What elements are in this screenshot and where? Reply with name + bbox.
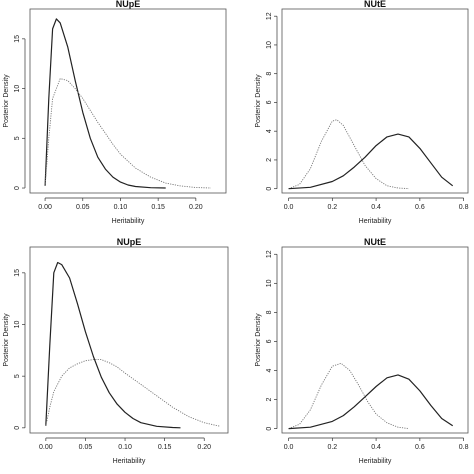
- x-tick-label: 0.05: [79, 444, 93, 451]
- plot-frame: [281, 246, 469, 434]
- x-tick-label: 0.2: [327, 444, 337, 451]
- y-tick-label: 8: [266, 310, 273, 314]
- plot-frame: [29, 246, 229, 434]
- y-tick-label: 0: [14, 186, 21, 190]
- x-tick-label: 0.0: [284, 204, 294, 211]
- x-axis-label: Heritability: [113, 458, 146, 465]
- y-tick-label: 10: [266, 279, 273, 287]
- x-tick-label: 0.05: [76, 204, 90, 211]
- x-tick-label: 0.8: [459, 444, 469, 451]
- y-tick-label: 10: [266, 41, 273, 49]
- x-tick-label: 0.6: [415, 204, 425, 211]
- solid-density-curve: [45, 261, 181, 429]
- y-tick-label: 6: [266, 100, 273, 104]
- dotted-density-curve: [288, 362, 409, 430]
- plot-frame: [29, 8, 227, 194]
- plot-panel-2: NUtE 0.0 0.2 0.4 0.6 0.8 0 2 4 6 8 10 12 Heritability…: [255, 0, 469, 225]
- x-tick-label: 0.6: [415, 444, 425, 451]
- y-tick-label: 12: [266, 250, 273, 258]
- y-tick-label: 0: [266, 427, 273, 431]
- x-axis-label: Heritability: [359, 458, 392, 465]
- y-tick-label: 10: [14, 85, 21, 93]
- y-axis-label: Posterior Density: [3, 74, 10, 128]
- y-tick-label: 5: [14, 374, 21, 378]
- x-tick-label: 0.20: [189, 204, 203, 211]
- y-tick-label: 10: [14, 321, 21, 329]
- dotted-density-curve: [45, 359, 221, 427]
- x-tick-label: 0.8: [459, 204, 469, 211]
- y-tick-label: 12: [266, 12, 273, 20]
- x-axis-label: Heritability: [112, 218, 145, 225]
- y-axis-label: Posterior Density: [255, 74, 262, 128]
- y-tick-label: 15: [14, 35, 21, 43]
- dotted-density-curve: [288, 119, 409, 190]
- x-tick-label: 0.0: [284, 444, 294, 451]
- panel-title: NUtE: [364, 237, 386, 247]
- y-tick-label: 8: [266, 72, 273, 76]
- y-axis-label: Posterior Density: [3, 313, 10, 367]
- plot-panel-1: NUpE 0.00 0.05 0.10 0.15 0.20 0 5 10 15 Heritabili…: [3, 0, 227, 225]
- x-tick-label: 0.2: [327, 204, 337, 211]
- y-tick-label: 0: [14, 426, 21, 430]
- y-axis-label: Posterior Density: [255, 313, 262, 367]
- y-tick-label: 4: [266, 368, 273, 372]
- y-tick-label: 4: [266, 129, 273, 133]
- x-tick-label: 0.4: [371, 204, 381, 211]
- dotted-density-curve: [44, 78, 211, 189]
- y-tick-label: 15: [14, 269, 21, 277]
- x-tick-label: 0.20: [197, 444, 211, 451]
- x-tick-label: 0.4: [371, 444, 381, 451]
- solid-density-curve: [44, 18, 166, 189]
- y-tick-label: 6: [266, 339, 273, 343]
- y-tick-label: 2: [266, 158, 273, 162]
- y-tick-label: 5: [14, 136, 21, 140]
- x-axis-label: Heritability: [359, 218, 392, 225]
- x-tick-label: 0.10: [114, 204, 128, 211]
- plot-panel-3: NUpE 0.00 0.05 0.10 0.15 0.20 0 5 10 15 Heritabili…: [3, 237, 229, 465]
- y-tick-label: 0: [266, 187, 273, 191]
- x-tick-label: 0.15: [158, 444, 172, 451]
- panel-title: NUpE: [117, 237, 142, 247]
- plot-frame: [281, 8, 469, 194]
- x-tick-label: 0.00: [39, 444, 53, 451]
- x-tick-label: 0.10: [118, 444, 132, 451]
- panel-title: NUpE: [116, 0, 141, 9]
- plot-panel-4: NUtE 0.0 0.2 0.4 0.6 0.8 0 2 4 6 8 10 12 Heritability…: [255, 237, 469, 465]
- y-tick-label: 2: [266, 398, 273, 402]
- solid-density-curve: [288, 374, 454, 430]
- x-tick-label: 0.15: [151, 204, 165, 211]
- solid-density-curve: [288, 133, 454, 190]
- panel-title: NUtE: [364, 0, 386, 9]
- x-tick-label: 0.00: [38, 204, 52, 211]
